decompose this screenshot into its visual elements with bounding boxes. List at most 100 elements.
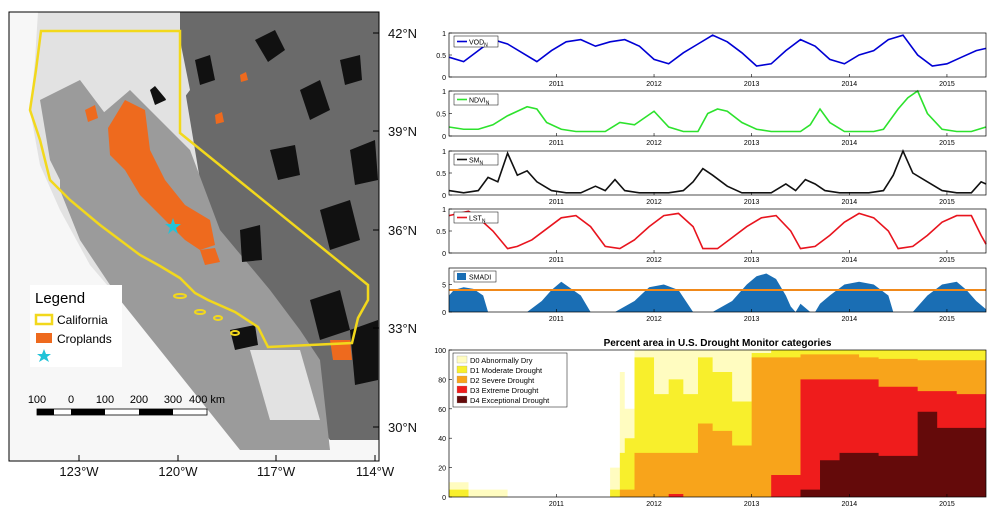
legend-label: D4 Exceptional Drought — [470, 396, 550, 405]
x-tick-label: 2011 — [549, 81, 564, 88]
legend-box — [453, 35, 499, 48]
x-tick-label: 2013 — [744, 140, 760, 147]
x-tick-label: 2013 — [744, 316, 760, 323]
scale-bar-label: 100 — [96, 394, 114, 406]
y-tick-label: 0.5 — [436, 171, 446, 178]
axes-frame — [448, 349, 987, 498]
map-ticks: 42°N 39°N 36°N 33°N 30°N 123°W 120°W 117°W 114°W — [59, 26, 417, 479]
x-tick-label: 2013 — [744, 257, 760, 264]
x-tick-label: 2014 — [842, 199, 858, 206]
legend-label: LSTN — [469, 216, 486, 225]
legend-label: D1 Moderate Drought — [470, 366, 543, 375]
y-tick-label: 0.5 — [436, 229, 446, 236]
legend-star-icon — [37, 349, 51, 362]
x-tick-label: 2012 — [646, 81, 662, 88]
series-line — [448, 148, 987, 194]
x-tick-label: 2015 — [939, 316, 955, 323]
x-tick-label: 2012 — [646, 257, 662, 264]
scale-bar-label: 0 — [68, 394, 74, 406]
legend-label: D3 Extreme Drought — [470, 386, 539, 395]
chart-panel-4: LSTN 0 0.5 1 2011 2012 2013 2014 2015 — [436, 207, 987, 264]
legend-label: SMADI — [469, 275, 491, 282]
smadi-area — [449, 273, 986, 312]
study-site-star — [165, 218, 181, 234]
x-tick-label: 2014 — [842, 140, 858, 147]
croplands-areas — [85, 72, 352, 360]
scale-bar-label: 200 — [130, 394, 148, 406]
series-line — [448, 210, 987, 250]
map-frame — [8, 11, 380, 462]
legend-swatch — [456, 375, 468, 384]
legend-swatch — [456, 355, 468, 364]
lat-tick-label: 42°N — [388, 26, 417, 41]
legend-box — [453, 93, 499, 106]
legend-label: SMN — [469, 158, 484, 167]
y-tick-label: 1 — [442, 207, 446, 214]
legend-label: D2 Severe Drought — [470, 376, 535, 385]
y-tick-label: 0.5 — [436, 112, 446, 119]
scale-bar-label: 400 km — [189, 394, 225, 406]
lon-tick-label: 117°W — [257, 464, 296, 479]
lat-tick-label: 36°N — [388, 223, 417, 238]
legend-subscript: N — [480, 161, 484, 167]
chart-panel-6: Percent area in U.S. Drought Monitor cat… — [434, 338, 987, 508]
x-tick-label: 2015 — [939, 199, 955, 206]
legend-croplands-label: Croplands — [57, 332, 112, 346]
lon-tick-label: 120°W — [158, 464, 198, 479]
x-tick-label: 2012 — [646, 501, 662, 508]
legend-title: Legend — [35, 290, 85, 307]
x-tick-label: 2014 — [842, 501, 858, 508]
x-tick-label: 2012 — [646, 199, 662, 206]
legend-croplands-swatch — [36, 333, 52, 343]
legend-swatch — [456, 385, 468, 394]
series-line — [448, 34, 987, 67]
y-tick-label: 0 — [442, 495, 446, 502]
y-tick-label: 5 — [442, 283, 446, 290]
axes-frame — [448, 208, 987, 254]
axes-frame — [448, 90, 987, 137]
y-tick-label: 1 — [442, 89, 446, 96]
scale-bar: 100 0 100 200 300 400 km — [28, 394, 225, 416]
dense-vegetation — [150, 30, 378, 385]
lon-tick-label: 123°W — [59, 464, 99, 479]
x-tick-label: 2012 — [646, 140, 662, 147]
desert-area — [250, 350, 320, 420]
x-tick-label: 2015 — [939, 140, 955, 147]
x-tick-label: 2014 — [842, 81, 858, 88]
y-tick-label: 40 — [438, 436, 446, 443]
california-boundary — [28, 29, 370, 349]
legend-box — [453, 153, 499, 166]
chart-panel-2: NDVIN 0 0.5 1 2011 2012 2013 2014 2015 — [436, 89, 987, 147]
legend-swatch — [456, 365, 468, 374]
legend-california-label: California — [57, 313, 108, 327]
snow-area — [140, 30, 190, 110]
legend-swatch — [457, 273, 466, 280]
x-tick-label: 2012 — [646, 316, 662, 323]
legend-california-swatch — [34, 313, 54, 326]
y-tick-label: 1 — [442, 149, 446, 156]
x-tick-label: 2011 — [549, 257, 564, 264]
lat-tick-label: 30°N — [388, 420, 417, 435]
legend-subscript: N — [484, 43, 488, 49]
series-line — [448, 89, 987, 133]
y-tick-label: 0 — [442, 134, 446, 141]
scale-bar-labels: 100 0 100 200 300 400 km — [28, 394, 225, 406]
x-tick-label: 2013 — [744, 501, 760, 508]
x-tick-label: 2015 — [939, 257, 955, 264]
y-tick-label: 1 — [442, 31, 446, 38]
x-tick-label: 2011 — [549, 501, 564, 508]
y-tick-label: 80 — [438, 377, 446, 384]
legend-label: VODN — [469, 40, 488, 49]
legend-label: D0 Abnormally Dry — [470, 356, 533, 365]
x-tick-label: 2013 — [744, 81, 760, 88]
legend-label: NDVIN — [469, 98, 490, 107]
chart-panel-1: VODN 0 0.5 1 2011 2012 2013 2014 2015 — [436, 31, 987, 88]
y-tick-label: 0 — [442, 75, 446, 82]
lon-tick-label: 114°W — [356, 464, 395, 479]
y-tick-label: 0 — [442, 310, 446, 317]
legend-swatch — [456, 395, 468, 404]
x-tick-label: 2014 — [842, 316, 858, 323]
y-tick-label: 0 — [442, 193, 446, 200]
